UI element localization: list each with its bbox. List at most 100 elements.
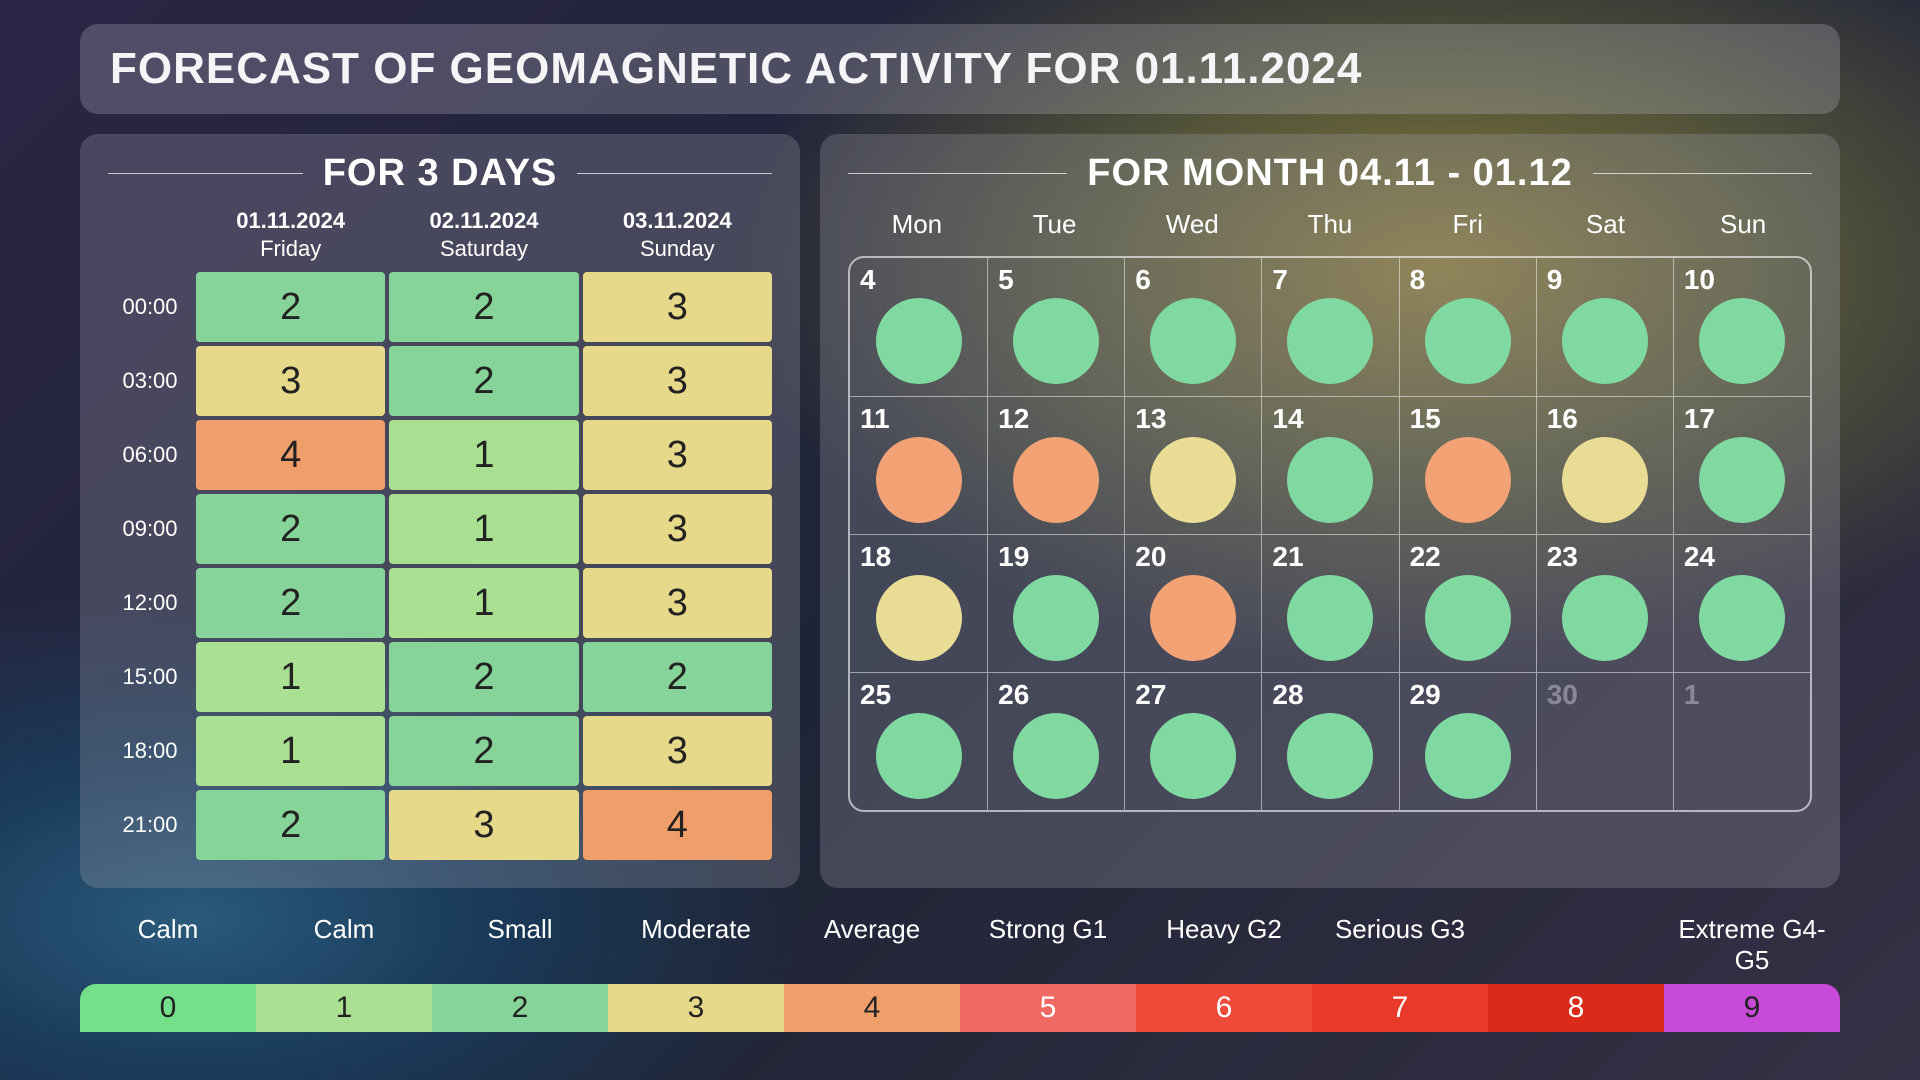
- legend-segment: 4: [784, 984, 960, 1032]
- forecast-cell: 3: [583, 272, 772, 342]
- day-number: 30: [1547, 679, 1663, 711]
- month-cell: 19: [987, 534, 1124, 672]
- activity-dot: [1699, 437, 1785, 523]
- day-header: 02.11.2024Saturday: [389, 207, 578, 262]
- divider-line: [108, 173, 303, 174]
- month-cell: 28: [1261, 672, 1398, 810]
- day-number: 17: [1684, 403, 1800, 435]
- forecast-cell: 3: [583, 494, 772, 564]
- forecast-cell: 2: [196, 568, 385, 638]
- legend-segment: 0: [80, 984, 256, 1032]
- legend-label: Serious G3: [1312, 914, 1488, 976]
- day-date: 03.11.2024: [583, 207, 772, 235]
- day-number: 13: [1135, 403, 1251, 435]
- month-cell: 1: [1673, 672, 1810, 810]
- forecast-cell: 1: [389, 494, 578, 564]
- forecast-cell: 2: [196, 494, 385, 564]
- month-cell: 15: [1399, 396, 1536, 534]
- weekday-label: Fri: [1399, 209, 1537, 240]
- month-cell: 8: [1399, 258, 1536, 396]
- month-cell: 25: [850, 672, 987, 810]
- three-day-column-headers: 01.11.2024Friday02.11.2024Saturday03.11.…: [108, 207, 772, 262]
- hour-label: 09:00: [108, 494, 192, 564]
- legend-labels: CalmCalmSmallModerateAverageStrong G1Hea…: [80, 914, 1840, 976]
- day-of-week: Friday: [196, 235, 385, 263]
- month-cell: 6: [1124, 258, 1261, 396]
- month-header: FOR MONTH 04.11 - 01.12: [848, 152, 1812, 195]
- activity-dot: [1562, 437, 1648, 523]
- legend-label: Strong G1: [960, 914, 1136, 976]
- legend-label: Calm: [80, 914, 256, 976]
- month-cell: 30: [1536, 672, 1673, 810]
- three-day-panel: FOR 3 DAYS 01.11.2024Friday02.11.2024Sat…: [80, 134, 800, 888]
- month-cell: 16: [1536, 396, 1673, 534]
- month-row: 45678910: [850, 258, 1810, 396]
- activity-dot: [1562, 298, 1648, 384]
- forecast-cell: 2: [583, 642, 772, 712]
- day-number: 20: [1135, 541, 1251, 573]
- day-date: 01.11.2024: [196, 207, 385, 235]
- day-header: 01.11.2024Friday: [196, 207, 385, 262]
- month-weekday-row: MonTueWedThuFriSatSun: [848, 209, 1812, 240]
- forecast-cell: 1: [196, 642, 385, 712]
- day-number: 23: [1547, 541, 1663, 573]
- day-number: 12: [998, 403, 1114, 435]
- legend-label: Small: [432, 914, 608, 976]
- forecast-cell: 4: [583, 790, 772, 860]
- month-cell: 23: [1536, 534, 1673, 672]
- forecast-cell: 2: [389, 346, 578, 416]
- activity-dot: [1287, 713, 1373, 799]
- weekday-label: Tue: [986, 209, 1124, 240]
- legend-segment: 1: [256, 984, 432, 1032]
- forecast-cell: 3: [583, 568, 772, 638]
- hour-label: 12:00: [108, 568, 192, 638]
- legend-segment: 7: [1312, 984, 1488, 1032]
- month-cell: 29: [1399, 672, 1536, 810]
- day-number: 7: [1272, 264, 1388, 296]
- month-cell: 5: [987, 258, 1124, 396]
- activity-dot: [1150, 298, 1236, 384]
- day-number: 4: [860, 264, 977, 296]
- day-number: 18: [860, 541, 977, 573]
- hour-label: 15:00: [108, 642, 192, 712]
- divider-line: [848, 173, 1067, 174]
- weekday-label: Wed: [1123, 209, 1261, 240]
- hour-label: 18:00: [108, 716, 192, 786]
- day-of-week: Sunday: [583, 235, 772, 263]
- day-number: 8: [1410, 264, 1526, 296]
- page-title: FORECAST OF GEOMAGNETIC ACTIVITY FOR 01.…: [110, 44, 1810, 94]
- legend-label: [1488, 914, 1664, 976]
- weekday-label: Sat: [1537, 209, 1675, 240]
- activity-dot: [1425, 437, 1511, 523]
- month-cell: 7: [1261, 258, 1398, 396]
- activity-dot: [1699, 575, 1785, 661]
- month-row: 11121314151617: [850, 396, 1810, 534]
- legend-segment: 5: [960, 984, 1136, 1032]
- day-number: 1: [1684, 679, 1800, 711]
- day-number: 16: [1547, 403, 1663, 435]
- day-number: 27: [1135, 679, 1251, 711]
- activity-dot: [1287, 437, 1373, 523]
- activity-dot: [1150, 437, 1236, 523]
- day-number: 9: [1547, 264, 1663, 296]
- weekday-label: Sun: [1674, 209, 1812, 240]
- month-row: 18 19 20 21 22 23 24: [850, 534, 1810, 672]
- activity-dot: [876, 298, 962, 384]
- day-number: 21: [1272, 541, 1388, 573]
- month-calendar-grid: 4567891011121314151617181920212223242526…: [848, 256, 1812, 812]
- month-cell: 22: [1399, 534, 1536, 672]
- month-cell: 20: [1124, 534, 1261, 672]
- legend-label: Calm: [256, 914, 432, 976]
- forecast-cell: 1: [389, 420, 578, 490]
- month-cell: 9: [1536, 258, 1673, 396]
- forecast-cell: 3: [389, 790, 578, 860]
- forecast-cell: 3: [196, 346, 385, 416]
- forecast-cell: 2: [389, 716, 578, 786]
- month-cell: 24: [1673, 534, 1810, 672]
- month-cell: 12: [987, 396, 1124, 534]
- day-number: 19: [998, 541, 1114, 573]
- divider-line: [577, 173, 772, 174]
- forecast-cell: 3: [583, 716, 772, 786]
- activity-dot: [876, 713, 962, 799]
- panels-container: FOR 3 DAYS 01.11.2024Friday02.11.2024Sat…: [80, 134, 1840, 888]
